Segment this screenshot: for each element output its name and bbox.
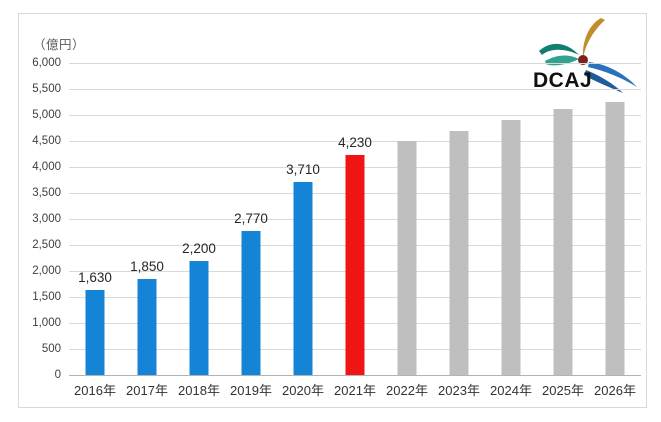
bar-2016年-actual — [85, 290, 105, 375]
logo-text: DCAJ — [533, 69, 592, 92]
bar-2021年-highlight — [345, 155, 365, 375]
bar-slot: 4,230 — [329, 63, 381, 375]
y-tick-label: 1,000 — [32, 317, 61, 329]
x-tick-label: 2024年 — [490, 383, 532, 398]
bar-2019年-actual — [241, 230, 261, 375]
gridline — [69, 141, 641, 142]
bar-2023年-forecast — [449, 131, 469, 375]
logo-dot-icon — [578, 55, 588, 65]
bar-slot — [589, 63, 641, 375]
logo-teal-wing-light-icon — [545, 55, 579, 66]
y-tick-label: 0 — [54, 369, 61, 381]
logo-blue-wing-dark-icon — [584, 70, 623, 93]
bar-2017年-actual — [137, 278, 157, 375]
bar-value-label: 4,230 — [338, 135, 372, 151]
bar-slot: 1,850 — [121, 63, 173, 375]
y-tick-label: 1,500 — [32, 291, 61, 303]
bar-slot: 1,630 — [69, 63, 121, 375]
bar-slot — [485, 63, 537, 375]
bar-value-label: 2,770 — [234, 210, 268, 226]
y-axis-unit-label: （億円） — [33, 38, 86, 52]
bar-2026年-forecast — [605, 102, 625, 375]
x-tick-label: 2017年 — [126, 383, 168, 398]
bar-slot — [537, 63, 589, 375]
x-tick-label: 2019年 — [230, 383, 272, 398]
bar-value-label: 2,200 — [182, 240, 216, 256]
y-tick-label: 3,000 — [32, 213, 61, 225]
bar-value-label: 1,630 — [78, 270, 112, 286]
y-tick-label: 4,500 — [32, 135, 61, 147]
x-tick-label: 2022年 — [386, 383, 428, 398]
bar-value-label: 3,710 — [286, 162, 320, 178]
chart-frame: （億円） DCAJ 0 500 1,000 1,500 2,000 2,500 3,000 3… — [18, 13, 647, 408]
bar-2020年-actual — [293, 182, 313, 375]
x-tick-label: 2021年 — [334, 383, 376, 398]
y-tick-label: 3,500 — [32, 187, 61, 199]
logo-blue-wing-icon — [588, 62, 637, 87]
y-tick-label: 4,000 — [32, 161, 61, 173]
x-tick-label: 2016年 — [74, 383, 116, 398]
bar-2022年-forecast — [397, 141, 417, 375]
plot-area: 0 500 1,000 1,500 2,000 2,500 3,000 3,500 4,000 4… — [32, 57, 641, 381]
gridline — [69, 63, 641, 64]
x-axis-line — [69, 375, 641, 376]
bar-slot: 3,710 — [277, 63, 329, 375]
x-tick-label: 2025年 — [542, 383, 584, 398]
x-tick-label: 2023年 — [438, 383, 480, 398]
y-tick-label: 500 — [41, 343, 61, 355]
bar-slot — [433, 63, 485, 375]
x-axis-labels: 2016年 2017年 2018年 2019年 2020年 2021年 2022年 2023年… — [69, 380, 641, 399]
x-tick-label: 2018年 — [178, 383, 220, 398]
bar-slot: 2,200 — [173, 63, 225, 375]
bar-2018年-actual — [189, 260, 209, 375]
x-tick-label: 2020年 — [282, 383, 324, 398]
y-tick-label: 5,000 — [32, 109, 61, 121]
gridline — [69, 115, 641, 116]
bar-slot: 2,770 — [225, 63, 277, 375]
y-tick-label: 5,500 — [32, 83, 61, 95]
bar-value-label: 1,850 — [130, 258, 164, 274]
logo-gold-wing-icon — [582, 18, 605, 58]
bar-2024年-forecast — [501, 120, 521, 375]
bar-2025年-forecast — [553, 108, 573, 375]
logo-teal-wing-icon — [539, 43, 579, 55]
x-tick-label: 2026年 — [594, 383, 636, 398]
bar-slots: 1,630 1,850 2,200 2,770 3,710 4,230 — [69, 63, 641, 375]
bar-slot — [381, 63, 433, 375]
y-tick-label: 2,500 — [32, 239, 61, 251]
dcaj-logo: DCAJ — [523, 15, 641, 95]
y-tick-label: 6,000 — [32, 57, 61, 69]
y-tick-label: 2,000 — [32, 265, 61, 277]
gridline — [69, 89, 641, 90]
